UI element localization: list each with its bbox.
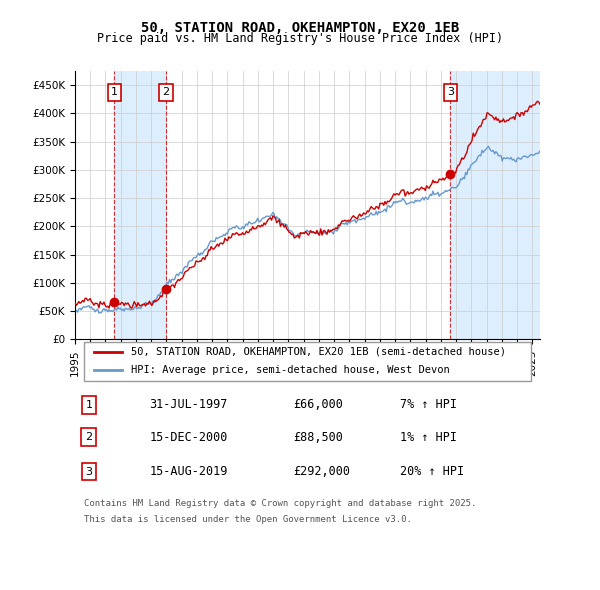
Text: 3: 3 <box>447 87 454 97</box>
Text: This data is licensed under the Open Government Licence v3.0.: This data is licensed under the Open Gov… <box>84 515 412 524</box>
Text: 2: 2 <box>85 432 92 442</box>
Text: 2: 2 <box>163 87 169 97</box>
FancyBboxPatch shape <box>84 342 531 381</box>
Text: HPI: Average price, semi-detached house, West Devon: HPI: Average price, semi-detached house,… <box>131 365 449 375</box>
Bar <box>451 71 540 339</box>
Text: 1% ↑ HPI: 1% ↑ HPI <box>401 431 458 444</box>
Text: 31-JUL-1997: 31-JUL-1997 <box>149 398 228 411</box>
Text: Contains HM Land Registry data © Crown copyright and database right 2025.: Contains HM Land Registry data © Crown c… <box>84 500 476 509</box>
Text: 15-DEC-2000: 15-DEC-2000 <box>149 431 228 444</box>
Text: £88,500: £88,500 <box>293 431 343 444</box>
Text: 50, STATION ROAD, OKEHAMPTON, EX20 1EB (semi-detached house): 50, STATION ROAD, OKEHAMPTON, EX20 1EB (… <box>131 347 506 357</box>
Text: 20% ↑ HPI: 20% ↑ HPI <box>401 465 464 478</box>
Text: 3: 3 <box>85 467 92 477</box>
Text: 7% ↑ HPI: 7% ↑ HPI <box>401 398 458 411</box>
Text: 50, STATION ROAD, OKEHAMPTON, EX20 1EB: 50, STATION ROAD, OKEHAMPTON, EX20 1EB <box>141 21 459 35</box>
Text: £66,000: £66,000 <box>293 398 343 411</box>
Text: Price paid vs. HM Land Registry's House Price Index (HPI): Price paid vs. HM Land Registry's House … <box>97 32 503 45</box>
Text: £292,000: £292,000 <box>293 465 350 478</box>
Text: 15-AUG-2019: 15-AUG-2019 <box>149 465 228 478</box>
Bar <box>115 71 166 339</box>
Text: 1: 1 <box>111 87 118 97</box>
Text: 1: 1 <box>85 400 92 410</box>
